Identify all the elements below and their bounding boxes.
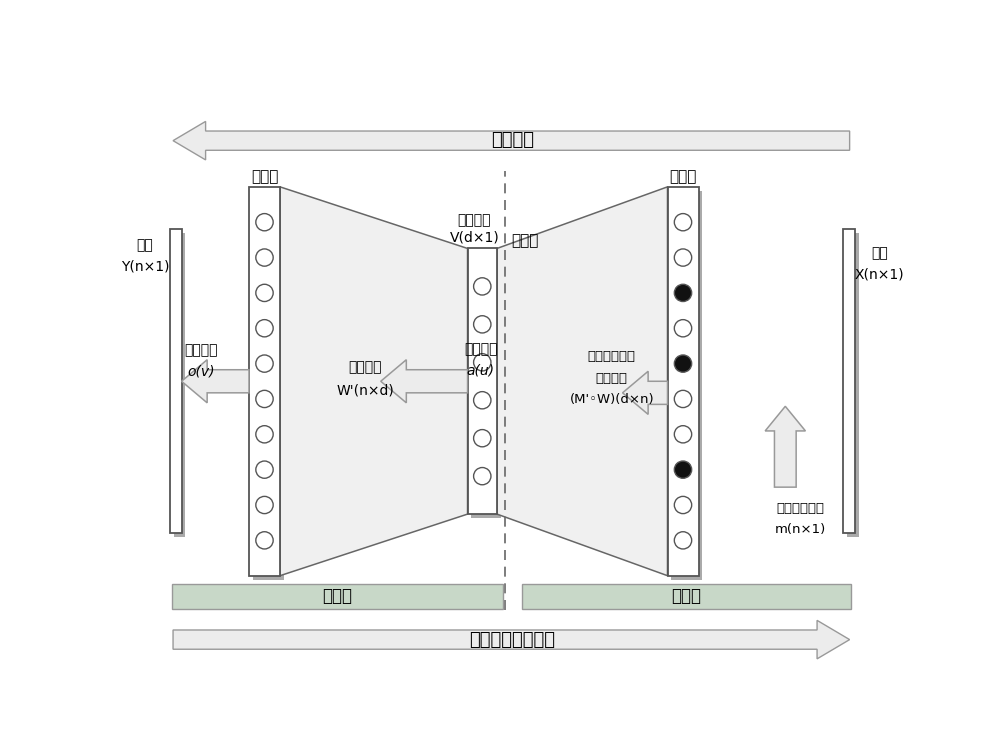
Bar — [468, 248, 497, 514]
Text: 输出函数: 输出函数 — [184, 344, 218, 357]
Text: Y(n×1): Y(n×1) — [121, 260, 169, 274]
Text: 图像特征: 图像特征 — [458, 213, 491, 227]
Text: 解码机: 解码机 — [322, 587, 352, 606]
Circle shape — [674, 496, 692, 513]
Circle shape — [474, 392, 491, 409]
Text: 带丢包的连接: 带丢包的连接 — [588, 350, 636, 363]
Circle shape — [474, 278, 491, 295]
Text: 连接权重: 连接权重 — [349, 360, 382, 374]
Text: V(d×1): V(d×1) — [450, 230, 499, 245]
Circle shape — [674, 214, 692, 231]
Bar — [253, 191, 284, 580]
Bar — [172, 584, 503, 609]
Text: 输出层: 输出层 — [251, 169, 278, 184]
Circle shape — [256, 249, 273, 267]
Circle shape — [674, 532, 692, 549]
Circle shape — [256, 426, 273, 443]
Circle shape — [674, 390, 692, 408]
Text: 输入层: 输入层 — [669, 169, 697, 184]
Circle shape — [256, 390, 273, 408]
Bar — [671, 191, 702, 580]
Circle shape — [256, 355, 273, 372]
Polygon shape — [173, 621, 850, 659]
Circle shape — [256, 285, 273, 301]
Text: a(u): a(u) — [467, 363, 495, 378]
Circle shape — [256, 461, 273, 478]
Text: 编码机: 编码机 — [671, 587, 701, 606]
Bar — [249, 186, 280, 576]
Circle shape — [256, 214, 273, 231]
Text: W'(n×d): W'(n×d) — [336, 384, 394, 398]
Polygon shape — [173, 122, 850, 160]
Polygon shape — [280, 186, 468, 576]
Text: o(v): o(v) — [187, 364, 215, 378]
Bar — [847, 233, 859, 538]
Text: 随机二值向量: 随机二值向量 — [777, 502, 825, 515]
Polygon shape — [381, 359, 468, 403]
Polygon shape — [182, 359, 249, 403]
Bar — [843, 230, 855, 533]
Bar — [174, 233, 185, 538]
Bar — [522, 584, 851, 609]
Polygon shape — [497, 186, 668, 576]
Text: 隐藏层: 隐藏层 — [511, 233, 539, 248]
Circle shape — [674, 249, 692, 267]
Text: 激活函数: 激活函数 — [464, 342, 497, 356]
Circle shape — [256, 319, 273, 337]
Circle shape — [474, 467, 491, 485]
Bar — [170, 230, 182, 533]
Circle shape — [256, 532, 273, 549]
Circle shape — [674, 426, 692, 443]
Circle shape — [256, 496, 273, 513]
Bar — [668, 186, 698, 576]
Circle shape — [674, 461, 692, 478]
Circle shape — [674, 355, 692, 372]
Text: X(n×1): X(n×1) — [855, 267, 905, 282]
Text: 输入: 输入 — [871, 246, 888, 260]
Bar — [471, 252, 501, 518]
Circle shape — [474, 430, 491, 447]
Circle shape — [674, 319, 692, 337]
Text: 前向传播: 前向传播 — [491, 131, 534, 149]
Text: 误差梯度反向传播: 误差梯度反向传播 — [470, 630, 556, 649]
Text: 权重矩阵: 权重矩阵 — [596, 371, 628, 385]
Circle shape — [474, 316, 491, 333]
Circle shape — [474, 353, 491, 371]
Text: m(n×1): m(n×1) — [775, 523, 826, 536]
Text: 输出: 输出 — [137, 238, 154, 252]
Circle shape — [674, 285, 692, 301]
Polygon shape — [765, 406, 805, 487]
Polygon shape — [623, 371, 668, 414]
Text: (M'◦W)(d×n): (M'◦W)(d×n) — [569, 393, 654, 406]
